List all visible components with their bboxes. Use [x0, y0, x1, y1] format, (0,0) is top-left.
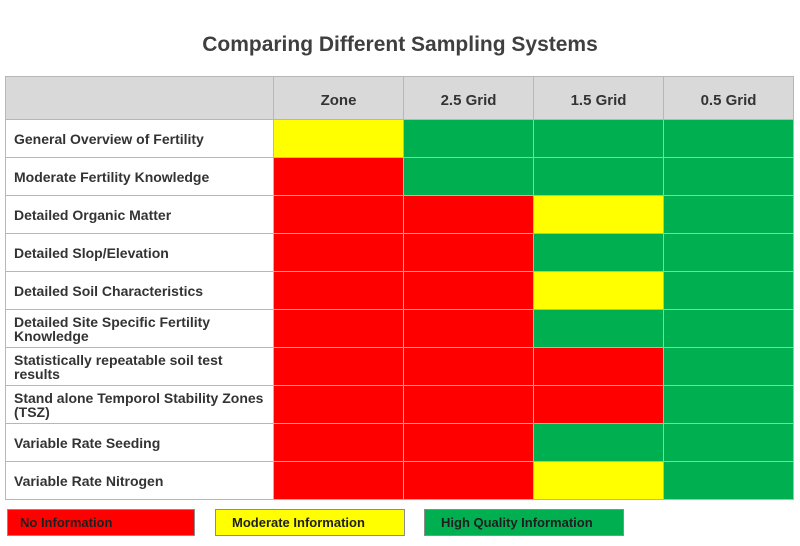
rating-cell	[273, 157, 404, 196]
rating-cell	[533, 347, 664, 386]
rating-cell	[403, 461, 534, 500]
rating-cell	[663, 309, 794, 348]
rating-cell	[663, 271, 794, 310]
table-row: Stand alone Temporol Stability Zones (TS…	[5, 385, 794, 424]
table-row: Detailed Soil Characteristics	[5, 271, 794, 310]
row-label: Variable Rate Nitrogen	[5, 461, 274, 500]
table-row: Detailed Organic Matter	[5, 195, 794, 234]
rating-cell	[533, 423, 664, 462]
rating-cell	[273, 233, 404, 272]
rating-cell	[533, 195, 664, 234]
row-label: Detailed Site Specific Fertility Knowled…	[5, 309, 274, 348]
rating-cell	[273, 119, 404, 158]
rating-cell	[273, 461, 404, 500]
row-label: General Overview of Fertility	[5, 119, 274, 158]
rating-cell	[663, 195, 794, 234]
sampling-comparison-table: Zone 2.5 Grid 1.5 Grid 0.5 Grid General …	[5, 76, 794, 500]
row-label: Detailed Slop/Elevation	[5, 233, 274, 272]
rating-cell	[403, 119, 534, 158]
rating-cell	[663, 157, 794, 196]
rating-cell	[273, 195, 404, 234]
rating-cell	[663, 423, 794, 462]
rating-cell	[403, 423, 534, 462]
rating-cell	[533, 385, 664, 424]
rating-cell	[533, 233, 664, 272]
rating-cell	[533, 157, 664, 196]
rating-cell	[273, 347, 404, 386]
rating-cell	[273, 385, 404, 424]
rating-cell	[273, 271, 404, 310]
column-header-1-5-grid: 1.5 Grid	[533, 76, 664, 120]
legend-no-information: No Information	[7, 509, 195, 536]
rating-cell	[663, 347, 794, 386]
rating-cell	[403, 347, 534, 386]
table-row: Variable Rate Seeding	[5, 423, 794, 462]
table-row: Statistically repeatable soil test resul…	[5, 347, 794, 386]
table-row: Variable Rate Nitrogen	[5, 461, 794, 500]
column-header-zone: Zone	[273, 76, 404, 120]
rating-cell	[663, 119, 794, 158]
row-label: Statistically repeatable soil test resul…	[5, 347, 274, 386]
rating-cell	[663, 233, 794, 272]
legend-moderate-information: Moderate Information	[215, 509, 405, 536]
row-label: Stand alone Temporol Stability Zones (TS…	[5, 385, 274, 424]
header-corner	[5, 76, 274, 120]
rating-cell	[403, 195, 534, 234]
row-label: Moderate Fertility Knowledge	[5, 157, 274, 196]
column-header-2-5-grid: 2.5 Grid	[403, 76, 534, 120]
row-label: Variable Rate Seeding	[5, 423, 274, 462]
row-label: Detailed Soil Characteristics	[5, 271, 274, 310]
rating-cell	[663, 461, 794, 500]
rating-cell	[533, 119, 664, 158]
rating-cell	[533, 309, 664, 348]
chart-title: Comparing Different Sampling Systems	[202, 33, 598, 56]
rating-cell	[533, 271, 664, 310]
rating-cell	[403, 157, 534, 196]
rating-cell	[403, 309, 534, 348]
table-row: Moderate Fertility Knowledge	[5, 157, 794, 196]
table-row: Detailed Slop/Elevation	[5, 233, 794, 272]
legend-high-quality-information: High Quality Information	[424, 509, 624, 536]
header-row: Zone 2.5 Grid 1.5 Grid 0.5 Grid	[5, 76, 794, 120]
rating-cell	[403, 385, 534, 424]
rating-cell	[533, 461, 664, 500]
rating-cell	[403, 271, 534, 310]
table-row: General Overview of Fertility	[5, 119, 794, 158]
column-header-0-5-grid: 0.5 Grid	[663, 76, 794, 120]
rating-cell	[403, 233, 534, 272]
row-label: Detailed Organic Matter	[5, 195, 274, 234]
rating-cell	[273, 309, 404, 348]
rating-cell	[273, 423, 404, 462]
table-row: Detailed Site Specific Fertility Knowled…	[5, 309, 794, 348]
rating-cell	[663, 385, 794, 424]
